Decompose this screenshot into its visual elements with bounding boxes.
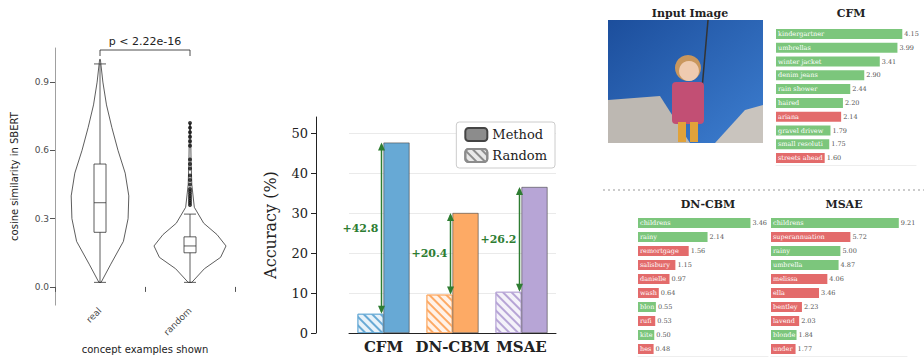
svg-text:umbrellas: umbrellas: [778, 44, 811, 52]
svg-text:2.23: 2.23: [804, 303, 818, 311]
svg-text:1.77: 1.77: [798, 345, 812, 353]
svg-text:5.00: 5.00: [842, 247, 856, 255]
svg-text:1.84: 1.84: [799, 331, 813, 339]
svg-text:50: 50: [291, 126, 308, 141]
svg-text:rain shower: rain shower: [778, 85, 818, 93]
svg-text:0.55: 0.55: [658, 303, 672, 311]
svg-text:danielle: danielle: [640, 275, 666, 283]
svg-text:10: 10: [291, 286, 308, 301]
svg-text:bentley: bentley: [773, 303, 798, 311]
svg-text:superannuation: superannuation: [773, 233, 825, 241]
svg-text:MSAE: MSAE: [496, 338, 547, 356]
svg-text:blonde: blonde: [773, 331, 796, 339]
svg-text:remortgage: remortgage: [640, 247, 679, 255]
svg-text:3.46: 3.46: [752, 219, 766, 227]
svg-text:umbrella: umbrella: [773, 261, 803, 269]
svg-text:0: 0: [300, 326, 308, 341]
svg-text:1.79: 1.79: [832, 127, 846, 135]
svg-text:ella: ella: [773, 289, 785, 297]
svg-text:MSAE: MSAE: [825, 198, 862, 211]
svg-text:1.75: 1.75: [831, 140, 845, 148]
svg-text:0.48: 0.48: [656, 345, 670, 353]
svg-text:streets ahead: streets ahead: [778, 154, 823, 162]
svg-text:under: under: [773, 345, 793, 353]
svg-text:0.53: 0.53: [657, 317, 671, 325]
svg-text:+26.2: +26.2: [480, 233, 516, 246]
svg-text:kindergartner: kindergartner: [778, 30, 825, 38]
svg-text:40: 40: [291, 166, 308, 181]
svg-text:childrens: childrens: [640, 219, 671, 227]
svg-text:0.97: 0.97: [672, 275, 686, 283]
svg-text:20: 20: [291, 246, 308, 261]
svg-text:Method: Method: [492, 127, 543, 142]
svg-text:2.90: 2.90: [866, 71, 880, 79]
svg-text:3.46: 3.46: [821, 289, 835, 297]
svg-text:rainy: rainy: [640, 233, 657, 241]
svg-text:rainy: rainy: [773, 247, 790, 255]
svg-text:0.64: 0.64: [661, 289, 675, 297]
svg-text:0.6: 0.6: [35, 145, 50, 155]
svg-text:1.60: 1.60: [827, 154, 841, 162]
svg-text:4.87: 4.87: [841, 261, 855, 269]
svg-text:+42.8: +42.8: [342, 222, 378, 235]
svg-text:lavend: lavend: [773, 317, 795, 325]
svg-text:childrens: childrens: [773, 219, 804, 227]
svg-text:2.44: 2.44: [852, 85, 866, 93]
svg-text:30: 30: [291, 206, 308, 221]
svg-text:3.99: 3.99: [899, 44, 913, 52]
svg-text:0.0: 0.0: [35, 282, 50, 292]
svg-text:Input Image: Input Image: [652, 7, 728, 20]
svg-text:salisbury: salisbury: [640, 261, 670, 269]
svg-text:Random: Random: [492, 148, 547, 163]
svg-text:0.3: 0.3: [35, 214, 49, 224]
svg-text:ariana: ariana: [778, 113, 799, 121]
svg-text:CFM: CFM: [837, 7, 866, 20]
svg-text:rufi: rufi: [640, 317, 652, 325]
svg-text:2.03: 2.03: [801, 317, 815, 325]
svg-text:random: random: [162, 306, 194, 338]
svg-text:melissa: melissa: [773, 275, 798, 283]
svg-text:0.9: 0.9: [35, 77, 50, 87]
svg-text:2.14: 2.14: [843, 113, 857, 121]
svg-text:2.14: 2.14: [710, 233, 724, 241]
svg-text:1.15: 1.15: [677, 261, 691, 269]
svg-text:4.06: 4.06: [829, 275, 843, 283]
svg-text:gravel drivew: gravel drivew: [778, 127, 824, 135]
svg-text:5.72: 5.72: [852, 233, 866, 241]
svg-text:CFM: CFM: [364, 338, 403, 356]
svg-text:Accuracy (%): Accuracy (%): [261, 171, 280, 280]
svg-text:wash: wash: [640, 289, 657, 297]
svg-text:DN-CBM: DN-CBM: [681, 198, 735, 211]
svg-text:9.21: 9.21: [901, 219, 915, 227]
svg-text:3.41: 3.41: [882, 58, 896, 66]
svg-text:+20.4: +20.4: [411, 247, 447, 260]
svg-text:haired: haired: [778, 99, 799, 107]
svg-text:cosine similarity in SBERT: cosine similarity in SBERT: [9, 111, 20, 241]
svg-text:hes: hes: [640, 345, 651, 353]
svg-text:real: real: [84, 306, 103, 325]
svg-text:p < 2.22e-16: p < 2.22e-16: [109, 35, 181, 48]
svg-text:blon: blon: [640, 303, 654, 311]
svg-text:denim jeans: denim jeans: [778, 71, 818, 79]
svg-text:0.50: 0.50: [656, 331, 670, 339]
svg-text:concept examples shown: concept examples shown: [82, 344, 209, 355]
svg-text:DN-CBM: DN-CBM: [415, 338, 489, 356]
svg-text:kite: kite: [640, 331, 653, 339]
svg-text:2.20: 2.20: [845, 99, 859, 107]
svg-text:small resoluti: small resoluti: [778, 140, 823, 148]
svg-text:4.15: 4.15: [904, 30, 918, 38]
svg-text:1.56: 1.56: [691, 247, 705, 255]
svg-text:winter jacket: winter jacket: [778, 58, 822, 66]
